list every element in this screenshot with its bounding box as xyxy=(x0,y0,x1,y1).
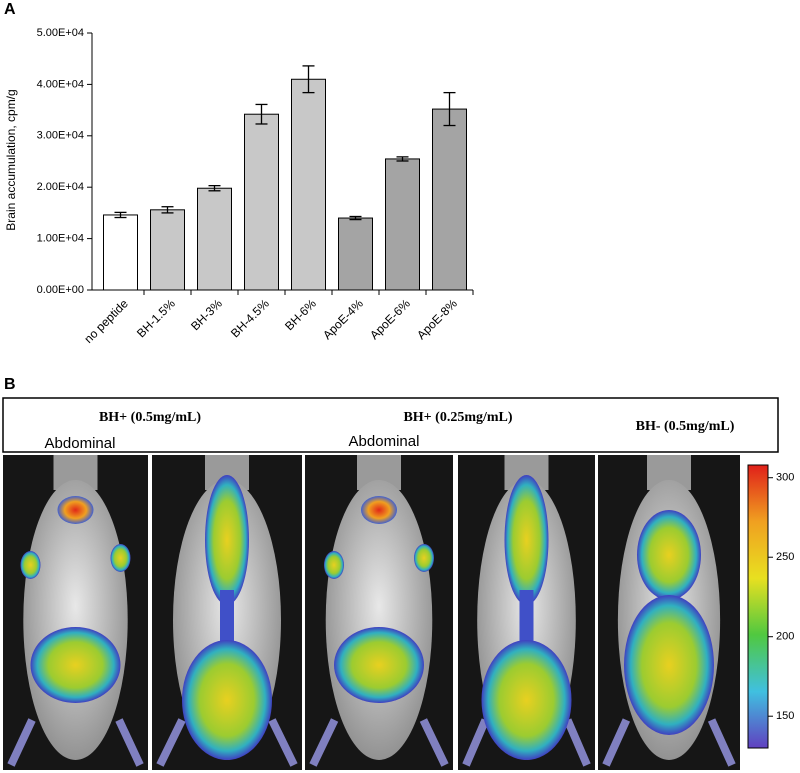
bar xyxy=(244,113,279,291)
error-bar xyxy=(302,65,315,94)
panel-label: B xyxy=(4,376,16,393)
mouse-legs xyxy=(156,718,298,767)
x-tick-label: BH-6% xyxy=(282,296,319,333)
mouse-legs xyxy=(602,718,736,767)
panel-label: A xyxy=(4,1,16,18)
signal xyxy=(481,640,572,760)
image-header: BH- (0.5mg/mL) xyxy=(636,419,735,434)
error-bar xyxy=(114,211,127,219)
colorbar xyxy=(747,464,769,749)
error-bar xyxy=(396,156,409,162)
error-bar xyxy=(161,206,174,214)
y-tick-label: 4.00E+04 xyxy=(37,78,84,90)
colorbar-tick-label: 300 xyxy=(776,472,794,484)
signal xyxy=(637,510,701,600)
bar xyxy=(385,158,420,291)
error-bar xyxy=(255,103,268,125)
mouse-legs xyxy=(462,718,591,767)
signal xyxy=(57,496,94,524)
x-tick-label: BH-3% xyxy=(188,296,225,333)
x-tick-label: BH-1.5% xyxy=(134,296,178,340)
x-tick-label: ApoE-6% xyxy=(367,296,413,342)
colorbar-tick-label: 150 xyxy=(776,710,794,722)
x-tick-label: ApoE-4% xyxy=(320,296,366,342)
error-bar xyxy=(208,185,221,192)
image-label: Abdominal xyxy=(349,433,420,450)
x-tick-label: BH-4.5% xyxy=(228,296,272,340)
signal xyxy=(624,595,714,735)
signal xyxy=(361,496,397,524)
mouse-legs xyxy=(7,718,144,767)
signal xyxy=(20,551,41,579)
bar xyxy=(103,214,138,291)
y-tick-label: 1.00E+04 xyxy=(37,233,84,245)
y-tick-label: 3.00E+04 xyxy=(37,130,84,142)
y-axis-label: Brain accumulation, cpm/g xyxy=(4,89,18,230)
error-bar xyxy=(443,91,456,127)
header-box xyxy=(2,397,779,453)
error-bar xyxy=(349,215,362,221)
image-header: BH+ (0.5mg/mL) xyxy=(99,410,201,425)
signal xyxy=(414,544,434,572)
signal xyxy=(182,640,272,760)
bar xyxy=(338,217,373,291)
mouse-legs xyxy=(309,718,449,767)
bar xyxy=(291,78,326,291)
y-tick-label: 0.00E+00 xyxy=(37,284,84,296)
x-tick-label: no peptide xyxy=(81,296,131,346)
signal xyxy=(504,475,549,605)
signal xyxy=(324,551,344,579)
y-tick-label: 5.00E+04 xyxy=(37,27,84,39)
bar xyxy=(150,209,185,291)
image-header: BH+ (0.25mg/mL) xyxy=(403,410,512,425)
signal xyxy=(205,475,249,605)
image-label: Abdominal xyxy=(45,435,116,452)
signal xyxy=(334,627,424,703)
bar xyxy=(432,108,467,291)
signal xyxy=(30,627,121,703)
bar xyxy=(197,187,232,291)
y-tick-label: 2.00E+04 xyxy=(37,181,84,193)
x-tick-label: ApoE-8% xyxy=(414,296,460,342)
colorbar-tick-label: 250 xyxy=(776,551,794,563)
colorbar-tick-label: 200 xyxy=(776,631,794,643)
images xyxy=(3,455,740,770)
signal xyxy=(110,544,131,572)
